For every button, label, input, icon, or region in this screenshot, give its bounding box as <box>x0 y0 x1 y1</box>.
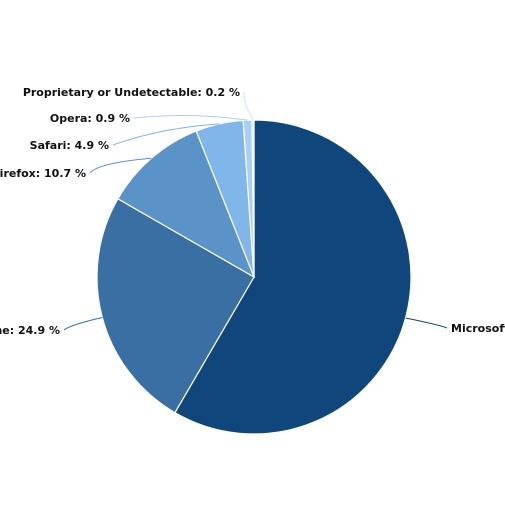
pie-slices <box>96 119 412 435</box>
leader-line-opera <box>133 114 248 121</box>
data-labels: Microsoft me: 24.9 % Firefox: 10.7 % Safari… <box>0 86 505 337</box>
data-label-proprietary-or-undetectable: Proprietary or Undetectable: 0.2 % <box>23 86 240 99</box>
leader-lines <box>63 91 448 331</box>
data-label-firefox: Firefox: 10.7 % <box>0 167 86 180</box>
data-label-microsoft: Microsoft <box>451 322 505 335</box>
leader-line-proprietary-or-undetectable <box>243 91 254 121</box>
leader-line-firefox <box>89 157 152 174</box>
leader-line-chrome <box>63 317 103 331</box>
data-label-opera: Opera: 0.9 % <box>50 112 130 125</box>
leader-line-safari <box>112 123 220 146</box>
slice-firefox[interactable] <box>117 130 256 279</box>
leader-line-microsoft <box>405 317 448 329</box>
data-label-chrome: me: 24.9 % <box>0 324 60 337</box>
slice-chrome[interactable] <box>96 197 255 414</box>
slice-proprietary-or-undetectable[interactable] <box>251 119 255 278</box>
data-label-safari: Safari: 4.9 % <box>30 139 109 152</box>
slice-microsoft[interactable] <box>174 119 412 435</box>
